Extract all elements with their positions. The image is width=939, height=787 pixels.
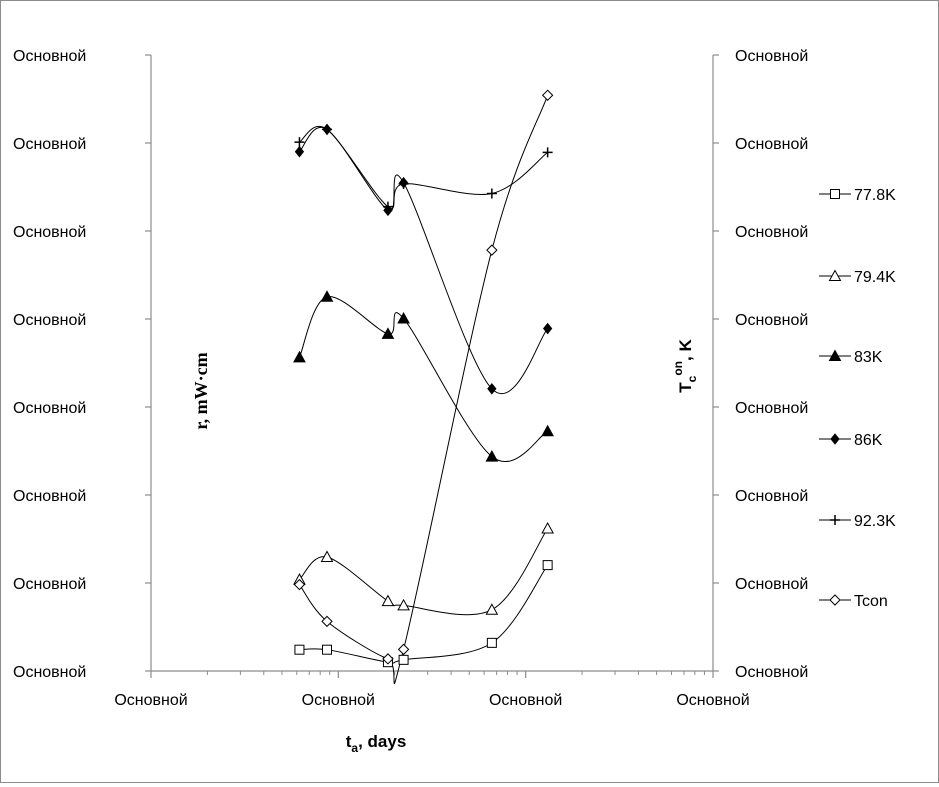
data-point-86k	[487, 383, 497, 395]
y-right-tick-label: Основной	[735, 48, 808, 65]
x-axis-title: ta, days	[346, 732, 407, 755]
data-point-tcon	[541, 89, 554, 101]
data-point-tcon	[321, 615, 333, 628]
data-point-tcon	[397, 643, 410, 656]
legend-label-83k: 83K	[854, 349, 883, 366]
legend-label-79-4k: 79.4K	[854, 269, 896, 286]
data-point-86k	[542, 322, 553, 335]
legend-label-92-3k: 92.3K	[854, 513, 896, 530]
data-point-77-8k	[398, 654, 409, 665]
y-right-tick-label: Основной	[735, 312, 808, 329]
data-point-tcon	[486, 244, 498, 256]
y-right-tick-label: Основной	[735, 224, 808, 241]
y-left-axis-title: r, mW·cm	[191, 352, 211, 429]
legend: 77.8K 79.4K 83K 86K 92.3K Tcon	[819, 187, 896, 610]
series-line-86k	[299, 126, 549, 394]
series-line-77-8k	[299, 564, 549, 664]
data-point-79-4k	[485, 603, 499, 615]
y-left-tick-label: Основной	[13, 488, 86, 505]
y-left-tick-label: Основной	[13, 224, 86, 241]
y-left-tick-label: Основной	[13, 136, 86, 153]
data-point-92-3k	[542, 147, 553, 158]
data-point-83k	[320, 290, 334, 302]
legend-label-tcon: Tcon	[854, 593, 888, 610]
data-point-77-8k	[486, 637, 497, 648]
y-right-tick-label: Основной	[735, 400, 808, 417]
data-point-92-3k	[398, 178, 409, 189]
data-point-77-8k	[542, 560, 553, 571]
axes	[145, 54, 719, 678]
x-tick-label: Основной	[489, 692, 562, 709]
x-axis-title-main: t	[346, 732, 352, 751]
data-point-79-4k	[381, 594, 395, 607]
series-markers	[293, 89, 554, 668]
x-tick-label: Основной	[302, 692, 375, 709]
data-point-92-3k	[486, 188, 497, 199]
legend-marker-tcon	[829, 594, 841, 606]
data-point-77-8k	[294, 644, 305, 655]
x-axis-title-sub: a	[351, 741, 358, 755]
legend-label-77-8k: 77.8K	[854, 187, 896, 204]
tick-labels: Основной Основной Основной Основной Основной…	[13, 48, 808, 709]
legend-marker-83k	[828, 349, 842, 361]
series-lines	[298, 95, 549, 684]
y-right-axis-title-sup: on	[671, 361, 685, 376]
x-tick-label: Основной	[676, 692, 749, 709]
y-left-tick-label: Основной	[13, 664, 86, 681]
y-right-axis-title-main: T	[676, 382, 695, 393]
series-line-83k	[298, 296, 548, 463]
y-left-tick-label: Основной	[13, 576, 86, 593]
data-point-83k	[541, 424, 554, 437]
y-right-tick-label: Основной	[735, 664, 808, 681]
legend-marker-92-3k	[830, 515, 840, 525]
legend-marker-77-8k	[830, 189, 840, 199]
data-point-83k	[397, 312, 410, 324]
y-left-tick-label: Основной	[13, 48, 86, 65]
series-line-tcon	[299, 95, 549, 684]
data-point-77-8k	[322, 644, 333, 655]
data-point-79-4k	[320, 550, 334, 562]
y-right-tick-label: Основной	[735, 136, 808, 153]
y-right-tick-label: Основной	[735, 576, 808, 593]
x-tick-label: Основной	[114, 692, 187, 709]
data-point-92-3k	[322, 124, 333, 135]
y-right-tick-label: Основной	[735, 488, 808, 505]
data-point-83k	[293, 350, 306, 363]
y-right-axis-title-rest: , K	[676, 339, 695, 361]
data-point-83k	[485, 450, 499, 462]
y-right-axis-title-sub: c	[685, 375, 699, 382]
data-point-86k	[294, 145, 305, 158]
series-line-79-4k	[299, 528, 549, 616]
y-left-tick-label: Основной	[13, 400, 86, 417]
data-point-tcon	[293, 578, 306, 591]
y-left-tick-label: Основной	[13, 312, 86, 329]
data-point-92-3k	[382, 201, 393, 212]
y-right-axis-title: Tcon, K	[671, 339, 699, 393]
legend-marker-86k	[830, 433, 840, 445]
x-axis-title-rest: , days	[358, 732, 406, 751]
legend-label-86k: 86K	[854, 432, 883, 449]
data-point-tcon	[382, 653, 394, 665]
data-point-92-3k	[294, 137, 305, 148]
legend-marker-79-4k	[828, 269, 842, 281]
data-point-79-4k	[397, 598, 410, 611]
data-point-79-4k	[541, 521, 554, 534]
data-point-83k	[381, 327, 395, 339]
